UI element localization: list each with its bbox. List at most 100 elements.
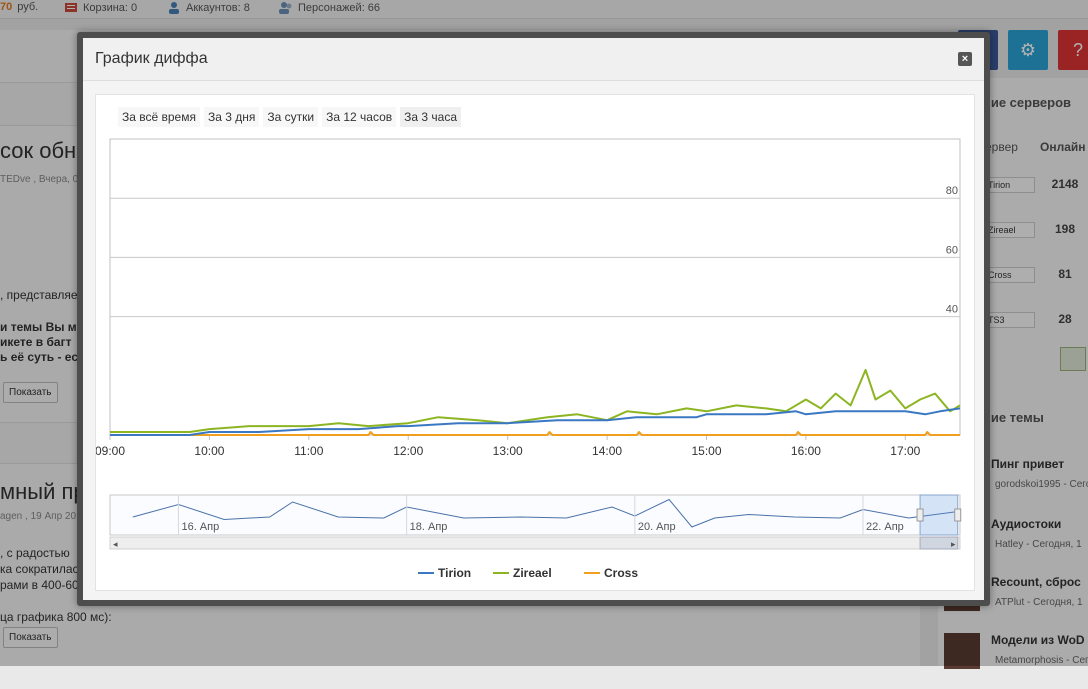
y-tick-label: 40 xyxy=(946,304,958,316)
server-online: 28 xyxy=(1058,312,1072,326)
post-text: и темы Вы мо xyxy=(0,320,84,334)
user-icon xyxy=(169,2,179,14)
avatar xyxy=(944,633,980,669)
server-column-header: ервер xyxy=(985,140,1018,154)
scrollbar-track xyxy=(109,536,961,550)
x-tick-label: 14:00 xyxy=(592,444,622,458)
post-title[interactable]: мный пр xyxy=(0,479,86,504)
x-tick-label: 17:00 xyxy=(890,444,920,458)
post-text: икете в багт xyxy=(0,335,72,349)
y-tick-label: 80 xyxy=(946,185,958,197)
topics-title: ние темы xyxy=(983,410,1044,425)
modal-body: График диффа × За всё время За 3 дня За … xyxy=(83,38,984,600)
characters-link[interactable]: Персонажей: 66 xyxy=(279,1,380,14)
help-icon: ? xyxy=(1072,40,1083,60)
x-tick-label: 12:00 xyxy=(393,444,423,458)
accounts-link[interactable]: Аккаунтов: 8 xyxy=(167,1,250,14)
post-text: , с радостью xyxy=(0,546,70,560)
post-meta: TEDve , Вчера, 0 xyxy=(0,174,79,185)
x-tick-label: 09:00 xyxy=(96,444,125,458)
post-meta: agen , 19 Апр 20 xyxy=(0,511,77,522)
chart-icon[interactable] xyxy=(1060,347,1086,371)
legend-item: Cross xyxy=(604,566,638,580)
settings-button[interactable]: ⚙ xyxy=(1008,30,1048,70)
show-button[interactable]: Показать xyxy=(3,382,58,403)
topic-title: Recount, сброс xyxy=(991,575,1081,589)
modal-header: График диффа × xyxy=(83,38,984,81)
range-3days-button[interactable]: За 3 дня xyxy=(203,107,260,127)
server-row[interactable]: Cross 81 xyxy=(985,267,1085,287)
post-text: , представляе xyxy=(0,288,78,302)
post-text: ка сократилас xyxy=(0,562,79,576)
x-tick-label: 16:00 xyxy=(791,444,821,458)
navigator-tick-label: 16. Апр xyxy=(181,521,219,533)
server-name: TS3 xyxy=(985,312,1035,328)
series-line-cross xyxy=(110,431,960,436)
y-tick-label: 60 xyxy=(946,244,958,256)
range-selector: За всё время За 3 дня За сутки За 12 час… xyxy=(118,107,462,127)
legend-item: Tirion xyxy=(438,566,471,580)
topic-title: Пинг привет xyxy=(991,457,1065,471)
cart-icon xyxy=(65,3,77,12)
server-online: 2148 xyxy=(1051,177,1079,191)
modal-title: График диффа xyxy=(95,50,208,67)
navigator-tick-label: 22. Апр xyxy=(866,521,904,533)
post-text: ь её суть - ес xyxy=(0,350,78,364)
show-button[interactable]: Показать xyxy=(3,627,58,648)
scroll-left-arrow: ◂ xyxy=(113,539,118,549)
post-text: рами в 400-60 xyxy=(0,578,79,592)
server-row[interactable]: Zireael 198 xyxy=(985,222,1085,242)
balance-value: 70 xyxy=(0,1,13,13)
x-tick-label: 11:00 xyxy=(294,444,323,458)
accounts-label: Аккаунтов: 8 xyxy=(186,1,250,14)
topic-meta: gorodskoi1995 - Сего xyxy=(995,479,1088,490)
series-line-zireael xyxy=(110,368,961,433)
diff-chart-modal: График диффа × За всё время За 3 дня За … xyxy=(77,32,990,606)
cart-link[interactable]: Корзина: 0 xyxy=(64,1,137,14)
topic-item[interactable]: Модели из WoD Metamorphosis - Сегод xyxy=(944,633,1088,689)
navigator-tick-label: 20. Апр xyxy=(638,521,676,533)
server-row[interactable]: TS3 28 xyxy=(985,312,1085,332)
server-online: 198 xyxy=(1054,222,1076,236)
scroll-right-arrow: ▸ xyxy=(951,539,956,549)
x-tick-label: 13:00 xyxy=(493,444,523,458)
topic-meta: ATPlut - Сегодня, 1 xyxy=(995,597,1083,608)
characters-label: Персонажей: 66 xyxy=(298,1,381,14)
server-name: Tirion xyxy=(985,177,1035,193)
cart-label: Корзина: 0 xyxy=(83,1,138,14)
chart-container: За всё время За 3 дня За сутки За 12 час… xyxy=(95,94,975,591)
topic-title: Аудиостоки xyxy=(991,517,1062,531)
close-button[interactable]: × xyxy=(958,52,972,66)
x-tick-label: 10:00 xyxy=(194,444,224,458)
post-text: ца графика 800 мс): xyxy=(0,610,112,624)
navigator-tick-label: 18. Апр xyxy=(410,521,448,533)
balance: 70 руб. xyxy=(0,1,38,13)
legend-item: Zireael xyxy=(513,566,552,580)
post-title[interactable]: сок обно xyxy=(0,138,89,163)
servers-title: ние серверов xyxy=(983,95,1072,110)
range-12h-button[interactable]: За 12 часов xyxy=(322,107,397,127)
topic-meta: Metamorphosis - Сегод xyxy=(995,655,1088,666)
range-3h-button[interactable]: За 3 часа xyxy=(400,107,462,127)
gear-icon: ⚙ xyxy=(1019,40,1037,60)
topic-title: Модели из WoD xyxy=(991,633,1085,647)
navigator-handle-right xyxy=(954,508,962,522)
online-column-header: Онлайн xyxy=(1040,140,1086,154)
plot-area xyxy=(109,138,961,436)
scrollbar-thumb xyxy=(919,536,959,550)
server-online: 81 xyxy=(1058,267,1072,281)
balance-currency: руб. xyxy=(17,1,39,13)
navigator-series xyxy=(132,498,955,528)
range-day-button[interactable]: За сутки xyxy=(263,107,319,127)
navigator-selection xyxy=(919,494,959,536)
server-row[interactable]: Tirion 2148 xyxy=(985,177,1085,197)
navigator-area xyxy=(109,494,961,536)
navigator-handle-left xyxy=(916,508,924,522)
top-bar: 70 руб. Корзина: 0 Аккаунтов: 8 Персонаж… xyxy=(0,0,1088,19)
x-tick-label: 15:00 xyxy=(691,444,721,458)
diff-chart[interactable]: 40 60 80 09:00 10:00 11:00 12:00 13:00 14:00 15:0… xyxy=(96,95,974,590)
users-icon xyxy=(279,2,292,14)
help-button[interactable]: ? xyxy=(1058,30,1088,70)
topic-meta: Hatley - Сегодня, 1 xyxy=(995,539,1082,550)
range-all-button[interactable]: За всё время xyxy=(118,107,200,127)
